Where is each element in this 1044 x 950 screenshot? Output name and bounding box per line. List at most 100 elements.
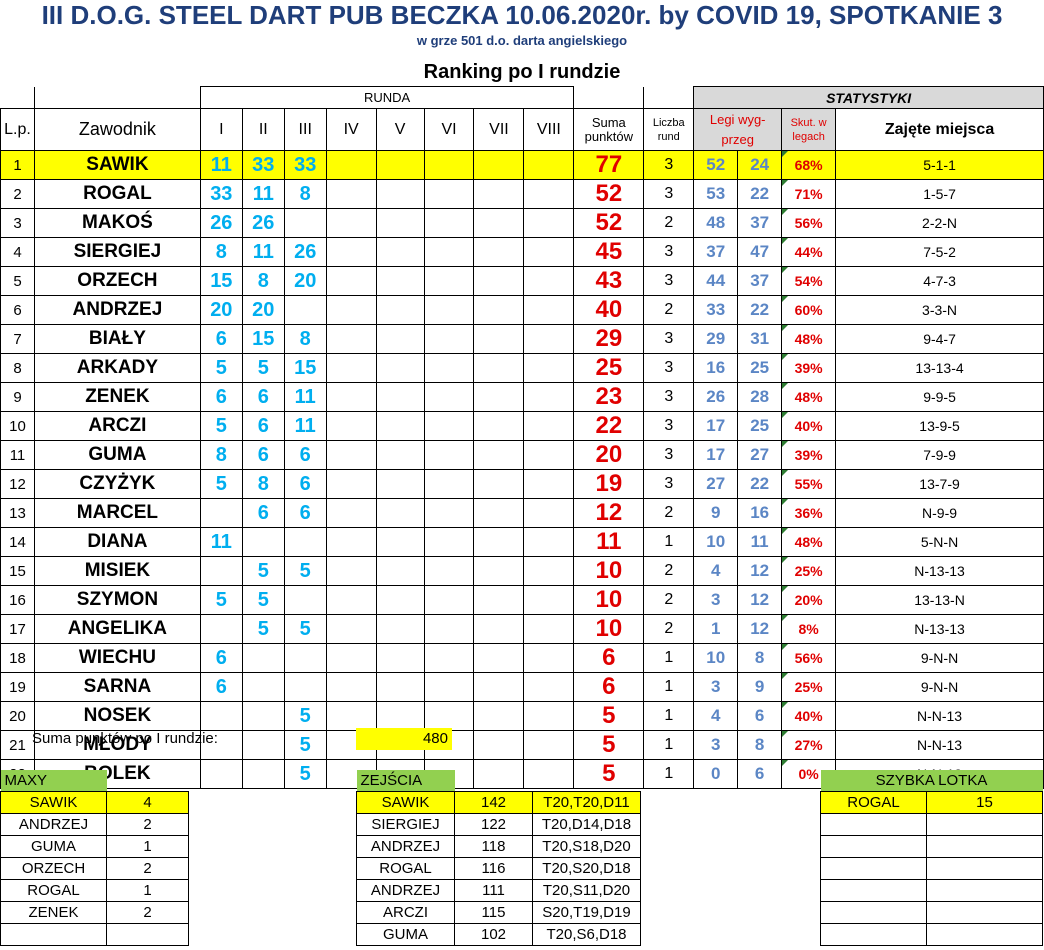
- maxy-row: ZENEK 2: [0, 901, 189, 924]
- player-row: 7 BIAŁY 6 15 8 29 3 29 31 48% 9-4-7: [0, 324, 1044, 354]
- skutecznosc: 60%: [781, 295, 837, 325]
- player-row: 16 SZYMON 5 5 10 2 3 12 20% 13-13-N: [0, 585, 1044, 615]
- round-score: 20: [199, 295, 243, 325]
- round-score: [375, 353, 425, 383]
- szybka-darts: [926, 813, 1043, 836]
- round-score: 6: [199, 672, 243, 702]
- round-score: [325, 701, 377, 731]
- round-score: [325, 498, 377, 528]
- maxy-table: MAXY SAWIK 4 ANDRZEJ 2 GUMA 1 ORZECH 2 ROGAL 1 ZEN…: [0, 770, 189, 946]
- rounds-count: 2: [643, 556, 695, 586]
- szybka-player: [820, 923, 927, 946]
- lp-cell: 15: [0, 556, 35, 586]
- rounds-count: 1: [643, 730, 695, 760]
- legs-lost: 12: [737, 585, 783, 615]
- round-score: [375, 498, 425, 528]
- rounds-count: 1: [643, 643, 695, 673]
- zejscie-row: SAWIK 142 T20,T20,D11: [356, 791, 641, 814]
- round-score: [325, 643, 377, 673]
- round-score: 8: [241, 469, 285, 499]
- total-value: 480: [356, 728, 452, 750]
- zejscie-darts: T20,S11,D20: [532, 879, 641, 902]
- round-score: [375, 237, 425, 267]
- legs-lost: 22: [737, 469, 783, 499]
- points-sum: 10: [573, 614, 645, 644]
- skutecznosc: 71%: [781, 179, 837, 209]
- round-score: [423, 266, 475, 296]
- round-score: [375, 382, 425, 412]
- legi-header: Legi wyg-przeg: [693, 108, 783, 151]
- round-score: [325, 353, 377, 383]
- round-score: [423, 585, 475, 615]
- legs-won: 0: [693, 759, 739, 789]
- round-score: [283, 527, 327, 557]
- round-score: [423, 324, 475, 354]
- round-score: 26: [199, 208, 243, 238]
- player-row: 13 MARCEL 6 6 12 2 9 16 36% N-9-9: [0, 498, 1044, 528]
- zejscie-row: GUMA 102 T20,S6,D18: [356, 923, 641, 946]
- round-score: [375, 150, 425, 180]
- round-score: [375, 208, 425, 238]
- player-row: 6 ANDRZEJ 20 20 40 2 33 22 60% 3-3-N: [0, 295, 1044, 325]
- points-sum: 29: [573, 324, 645, 354]
- round-score: [523, 179, 575, 209]
- round-score: 5: [241, 353, 285, 383]
- zejscie-row: ARCZI 115 S20,T19,D19: [356, 901, 641, 924]
- zejscie-player: ROGAL: [356, 857, 455, 880]
- legs-lost: 31: [737, 324, 783, 354]
- rounds-count: 1: [643, 527, 695, 557]
- round-score: [523, 382, 575, 412]
- legs-won: 17: [693, 440, 739, 470]
- zejscie-row: ROGAL 116 T20,S20,D18: [356, 857, 641, 880]
- round-score: 5: [283, 701, 327, 731]
- round-score: [523, 672, 575, 702]
- round-score: [325, 324, 377, 354]
- blank-cell: [33, 86, 201, 109]
- legs-lost: 8: [737, 643, 783, 673]
- round-score: [473, 266, 525, 296]
- legs-lost: 37: [737, 208, 783, 238]
- skutecznosc: 56%: [781, 208, 837, 238]
- round-score: 6: [199, 382, 243, 412]
- points-sum: 19: [573, 469, 645, 499]
- player-name: MARCEL: [33, 498, 201, 528]
- lp-cell: 19: [0, 672, 35, 702]
- maxy-player: GUMA: [0, 835, 107, 858]
- ranking-title: Ranking po I rundzie: [423, 61, 621, 83]
- round-score: [199, 556, 243, 586]
- player-row: 9 ZENEK 6 6 11 23 3 26 28 48% 9-9-5: [0, 382, 1044, 412]
- points-sum: 45: [573, 237, 645, 267]
- zejscie-darts: T20,S20,D18: [532, 857, 641, 880]
- zajete-miejsca: 7-5-2: [835, 237, 1044, 267]
- page-title: III D.O.G. STEEL DART PUB BECZKA 10.06.2…: [41, 0, 1003, 30]
- round-score: [473, 585, 525, 615]
- legs-lost: 11: [737, 527, 783, 557]
- statystyki-header: STATYSTYKI: [693, 86, 1044, 109]
- zejscie-darts: T20,D14,D18: [532, 813, 641, 836]
- round-score: [283, 295, 327, 325]
- round-score: [325, 208, 377, 238]
- round-score: [523, 469, 575, 499]
- zejscie-row: SIERGIEJ 122 T20,D14,D18: [356, 813, 641, 836]
- round-score: [423, 527, 475, 557]
- round-score: 11: [283, 411, 327, 441]
- round-score: [523, 353, 575, 383]
- zejscie-darts: S20,T19,D19: [532, 901, 641, 924]
- szybka-player: [820, 879, 927, 902]
- player-row: 2 ROGAL 33 11 8 52 3 53 22 71% 1-5-7: [0, 179, 1044, 209]
- round-score: [423, 237, 475, 267]
- player-row: 3 MAKOŚ 26 26 52 2 48 37 56% 2-2-N: [0, 208, 1044, 238]
- legs-lost: 9: [737, 672, 783, 702]
- round-score: 11: [283, 382, 327, 412]
- rounds-count: 2: [643, 585, 695, 615]
- zajete-miejsca: 13-9-5: [835, 411, 1044, 441]
- player-name: SZYMON: [33, 585, 201, 615]
- zejscie-darts: T20,S18,D20: [532, 835, 641, 858]
- lp-cell: 14: [0, 527, 35, 557]
- legs-won: 16: [693, 353, 739, 383]
- maxy-row: SAWIK 4: [0, 791, 189, 814]
- zejscie-darts: T20,T20,D11: [532, 791, 641, 814]
- zajete-miejsca: 2-2-N: [835, 208, 1044, 238]
- round-score: 5: [241, 614, 285, 644]
- legs-lost: 8: [737, 730, 783, 760]
